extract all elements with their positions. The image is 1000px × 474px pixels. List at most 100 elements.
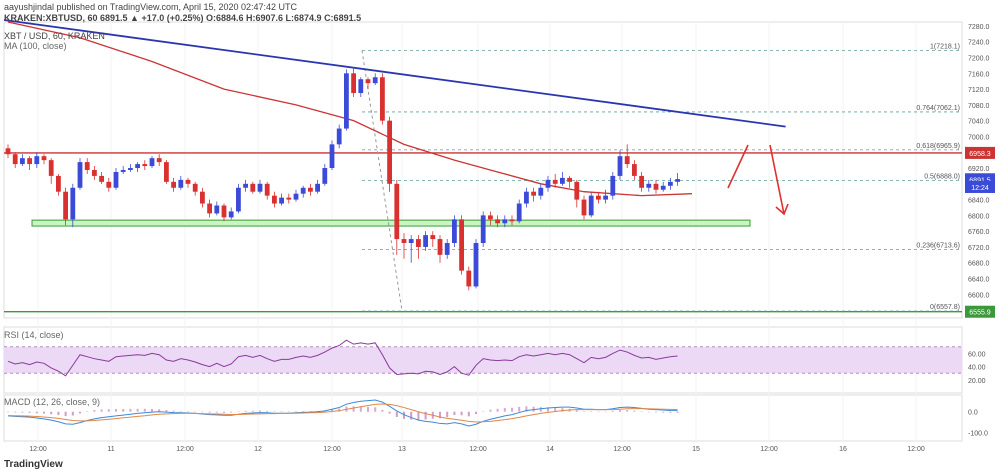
candle-body xyxy=(380,77,385,121)
candle-body xyxy=(603,195,608,200)
candle-body xyxy=(639,175,644,188)
ma-label: MA (100, close) xyxy=(4,41,67,51)
x-tick-label: 12:00 xyxy=(176,446,194,453)
macd-histogram-bar xyxy=(57,411,60,416)
candle-body xyxy=(430,235,436,240)
candles-group xyxy=(5,67,680,291)
fib-level-label: 1(7218.1) xyxy=(930,43,960,50)
x-tick-label: 12:00 xyxy=(907,446,925,453)
signal-line xyxy=(7,403,678,423)
candle-body xyxy=(344,73,349,129)
y-tick-label: 7040.0 xyxy=(968,119,990,126)
candle-body xyxy=(156,158,162,163)
y-tick-label: 6720.0 xyxy=(968,245,990,252)
macd-histogram-bar xyxy=(115,409,117,412)
macd-histogram-bar xyxy=(381,409,384,412)
macd-histogram-bar xyxy=(187,411,189,412)
candle-body xyxy=(660,185,666,190)
candle-body xyxy=(653,183,659,190)
candle-body xyxy=(5,148,11,155)
macd-histogram-bar xyxy=(655,411,657,413)
macd-histogram-bar xyxy=(28,411,31,413)
macd-histogram-bar xyxy=(453,411,456,416)
candle-body xyxy=(351,73,356,94)
macd-histogram-bar xyxy=(287,411,290,413)
candle-body xyxy=(315,183,320,192)
candle-body xyxy=(221,205,227,218)
macd-histogram-bar xyxy=(143,408,146,412)
ma-line xyxy=(7,21,693,197)
macd-histogram-bar xyxy=(86,411,89,412)
trendline xyxy=(3,19,786,128)
candle-body xyxy=(92,170,97,176)
candle-body xyxy=(63,191,68,220)
macd-histogram-bar xyxy=(79,411,81,414)
candle-body xyxy=(56,175,61,192)
price-label: 6891.5 xyxy=(969,177,991,184)
candle-body xyxy=(588,195,594,216)
candle-body xyxy=(336,128,342,145)
down-arrow-head xyxy=(775,203,789,216)
candle-body xyxy=(394,183,400,240)
candle-body xyxy=(70,187,76,220)
candle-body xyxy=(372,77,378,84)
x-tick-label: 14 xyxy=(546,446,554,453)
candle-body xyxy=(84,162,90,170)
macd-histogram-bar xyxy=(230,411,233,413)
macd-histogram-bar xyxy=(273,411,276,412)
macd-histogram-bar xyxy=(172,410,175,412)
candle-body xyxy=(538,187,544,196)
candle-body xyxy=(329,144,335,169)
x-tick-label: 16 xyxy=(839,446,847,453)
macd-histogram-bar xyxy=(633,410,636,412)
macd-histogram-bar xyxy=(647,411,650,413)
macd-histogram-bar xyxy=(547,407,549,412)
candle-body xyxy=(624,156,630,165)
y-tick-label: 6840.0 xyxy=(968,198,990,205)
macd-histogram-bar xyxy=(244,410,247,412)
macd-histogram-bar xyxy=(640,411,643,413)
candle-body xyxy=(480,215,486,244)
y-tick-label: 7280.0 xyxy=(968,24,990,31)
x-tick-label: 12:00 xyxy=(323,446,341,453)
macd-histogram-bar xyxy=(295,411,297,412)
down-arrow xyxy=(769,144,785,215)
macd-histogram-bar xyxy=(251,410,254,412)
macd-histogram-bar xyxy=(7,411,9,413)
macd-histogram-bar xyxy=(201,411,204,413)
y-tick-label: 6800.0 xyxy=(968,213,990,220)
candle-body xyxy=(567,177,572,182)
candle-body xyxy=(581,199,587,216)
candle-body xyxy=(646,183,652,188)
candle-body xyxy=(214,205,220,214)
macd-histogram-bar xyxy=(583,411,585,412)
y-tick-label: 7120.0 xyxy=(968,87,990,94)
candle-body xyxy=(387,120,392,184)
fib-level-label: 0.618(6965.9) xyxy=(916,143,960,150)
support-zone xyxy=(31,219,751,227)
macd-histogram-bar xyxy=(619,410,621,412)
macd-histogram-bar xyxy=(374,407,377,412)
price-label-box xyxy=(965,305,995,318)
candle-body xyxy=(444,243,450,255)
macd-histogram-bar xyxy=(403,411,405,419)
x-tick-label: 12 xyxy=(254,446,262,453)
rsi-label: RSI (14, close) xyxy=(4,330,64,340)
macd-histogram-bar xyxy=(309,411,312,412)
macd-histogram-bar xyxy=(676,411,679,413)
pair-label: XBT / USD, 60, KRAKEN xyxy=(4,31,105,41)
candle-body xyxy=(423,235,428,247)
candle-body xyxy=(466,270,472,287)
macd-histogram-bar xyxy=(331,409,333,412)
candle-body xyxy=(164,162,169,182)
y-tick-label: 7080.0 xyxy=(968,103,990,110)
macd-tick-label: -100.0 xyxy=(968,431,988,438)
x-tick-label: 15 xyxy=(692,446,700,453)
macd-histogram-bar xyxy=(410,411,413,420)
macd-histogram-bar xyxy=(554,407,557,412)
candle-body xyxy=(250,183,256,192)
fib-level-label: 0.5(6888.0) xyxy=(924,174,960,181)
rsi-band xyxy=(4,346,962,374)
candle-body xyxy=(502,219,508,224)
rsi-tick-label: 20.00 xyxy=(968,378,986,385)
